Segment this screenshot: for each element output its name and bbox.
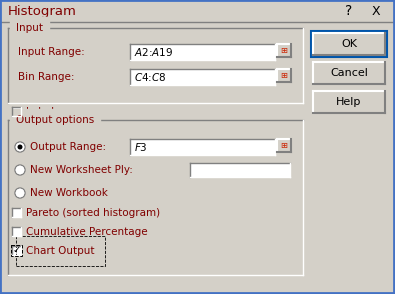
Text: Input: Input xyxy=(16,23,43,33)
Bar xyxy=(12,208,21,217)
Text: Histogram: Histogram xyxy=(8,4,77,18)
Bar xyxy=(0,0,395,22)
Text: Output Range:: Output Range: xyxy=(30,142,106,152)
Bar xyxy=(311,31,387,57)
Text: ?: ? xyxy=(345,4,352,18)
Text: Help: Help xyxy=(336,97,362,107)
Text: ✓: ✓ xyxy=(12,245,21,255)
Bar xyxy=(313,62,385,84)
Bar xyxy=(11,245,22,256)
Text: OK: OK xyxy=(341,39,357,49)
Text: $A$2:$A$19: $A$2:$A$19 xyxy=(134,46,173,58)
Text: Labels: Labels xyxy=(26,106,60,116)
Text: ⊞: ⊞ xyxy=(280,141,288,150)
Text: ⊞: ⊞ xyxy=(280,46,288,55)
Text: Cumulative Percentage: Cumulative Percentage xyxy=(26,227,148,237)
Bar xyxy=(130,44,275,60)
Text: Cancel: Cancel xyxy=(330,68,368,78)
Bar xyxy=(313,33,385,55)
Text: Output options: Output options xyxy=(16,115,94,125)
Text: New Workbook: New Workbook xyxy=(30,188,108,198)
Circle shape xyxy=(15,142,25,152)
Text: Bin Range:: Bin Range: xyxy=(18,72,75,82)
Bar xyxy=(12,246,21,255)
Text: $F$3: $F$3 xyxy=(134,141,148,153)
Bar xyxy=(130,139,275,155)
Text: $C$4:$C$8: $C$4:$C$8 xyxy=(134,71,166,83)
Circle shape xyxy=(15,188,25,198)
Bar xyxy=(277,44,291,57)
Bar xyxy=(190,163,290,177)
Circle shape xyxy=(15,165,25,175)
Text: ⊞: ⊞ xyxy=(280,71,288,80)
Text: Input Range:: Input Range: xyxy=(18,47,85,57)
Bar xyxy=(277,139,291,152)
Bar xyxy=(12,227,21,236)
Text: Chart Output: Chart Output xyxy=(26,246,94,256)
Bar xyxy=(130,69,275,85)
Text: X: X xyxy=(372,4,381,18)
Circle shape xyxy=(17,144,23,150)
Bar xyxy=(313,91,385,113)
Bar xyxy=(277,69,291,82)
Bar xyxy=(12,107,21,116)
Text: New Worksheet Ply:: New Worksheet Ply: xyxy=(30,165,133,175)
Text: Pareto (sorted histogram): Pareto (sorted histogram) xyxy=(26,208,160,218)
